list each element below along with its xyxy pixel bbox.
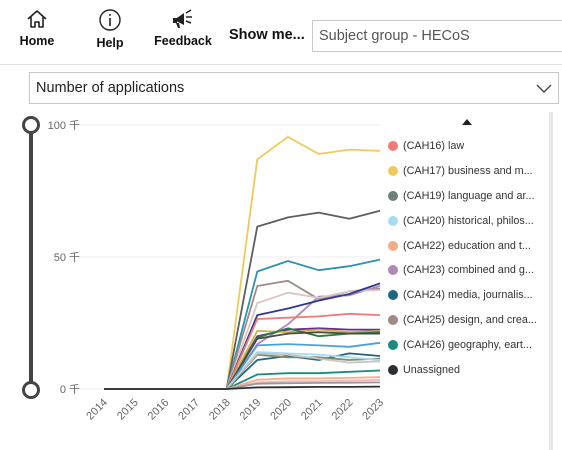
legend-label: Unassigned [403, 363, 461, 376]
legend-label: (CAH19) language and ar... [403, 189, 535, 202]
legend-item[interactable]: (CAH19) language and ar... [388, 184, 548, 209]
legend-color-dot [388, 141, 398, 152]
page-scrollbar[interactable] [549, 112, 553, 450]
series-line[interactable] [104, 385, 381, 390]
home-icon [27, 10, 47, 28]
legend-item[interactable]: (CAH22) education and t... [388, 233, 548, 258]
x-tick-label: 2015 [115, 397, 141, 423]
legend-label: (CAH20) historical, philos... [403, 214, 534, 227]
subject-group-placeholder: Subject group - HECoS [319, 28, 470, 44]
toolbar-divider [0, 64, 562, 65]
legend-item[interactable]: (CAH17) business and m... [388, 159, 548, 184]
help-button[interactable]: Help [88, 8, 132, 50]
legend-label: (CAH25) design, and crea... [403, 313, 537, 326]
x-tick-label: 2023 [360, 397, 386, 423]
legend-label: (CAH17) business and m... [403, 165, 533, 178]
x-tick-label: 2018 [207, 397, 233, 423]
range-slider-track[interactable] [29, 124, 33, 390]
legend-color-dot [388, 290, 398, 301]
y-tick-label: 50 千 [54, 251, 80, 264]
legend-item[interactable]: Unassigned [388, 357, 548, 382]
range-slider-bottom-handle[interactable] [22, 381, 40, 399]
info-icon [99, 9, 121, 31]
legend-color-dot [388, 166, 398, 177]
feedback-button[interactable]: Feedback [150, 8, 216, 48]
x-tick-label: 2014 [84, 397, 110, 423]
legend-item[interactable]: (CAH20) historical, philos... [388, 208, 548, 233]
x-tick-label: 2016 [146, 397, 172, 423]
legend-color-dot [388, 215, 398, 226]
y-tick-label: 0 千 [60, 383, 80, 396]
legend-label: (CAH26) geography, eart... [403, 338, 532, 351]
chart-legend: (CAH16) law (CAH17) business and m... (CAH… [388, 134, 548, 382]
subject-group-input[interactable]: Subject group - HECoS [312, 20, 562, 52]
legend-color-dot [388, 190, 398, 201]
legend-label: (CAH22) education and t... [403, 239, 531, 252]
x-tick-label: 2017 [176, 397, 202, 423]
legend-item[interactable]: (CAH24) media, journalis... [388, 283, 548, 308]
legend-label: (CAH24) media, journalis... [403, 289, 533, 302]
legend-item[interactable]: (CAH26) geography, eart... [388, 332, 548, 357]
legend-color-dot [388, 339, 398, 350]
x-tick-label: 2019 [238, 397, 264, 423]
measure-dropdown[interactable]: Number of applications [29, 72, 559, 104]
legend-color-dot [388, 240, 398, 251]
chevron-down-icon [536, 84, 552, 93]
help-label: Help [96, 36, 124, 50]
toolbar: Home Help Feedback Show me... Subject gr… [0, 0, 562, 64]
measure-selected-value: Number of applications [36, 80, 185, 96]
triangle-up-icon[interactable] [462, 119, 472, 125]
legend-label: (CAH23) combined and g... [403, 264, 534, 277]
legend-color-dot [388, 314, 398, 325]
chart-area: 0 千 50 千 100 千 2014 2015 2016 2017 2018 2019 2020… [0, 112, 562, 450]
legend-color-dot [388, 265, 398, 276]
legend-item[interactable]: (CAH25) design, and crea... [388, 308, 548, 333]
show-me-label: Show me... [229, 27, 305, 43]
line-chart: 0 千 50 千 100 千 2014 2015 2016 2017 2018 2019 2020… [48, 119, 387, 423]
home-label: Home [19, 34, 55, 48]
range-slider-top-handle[interactable] [22, 116, 40, 134]
legend-label: (CAH16) law [403, 140, 465, 153]
x-tick-label: 2021 [299, 397, 325, 423]
y-tick-label: 100 千 [48, 119, 80, 132]
legend-color-dot [388, 364, 398, 375]
x-tick-label: 2020 [268, 397, 294, 423]
legend-item[interactable]: (CAH16) law [388, 134, 548, 159]
home-button[interactable]: Home [14, 8, 60, 48]
x-tick-label: 2022 [330, 397, 356, 423]
feedback-megaphone-icon [173, 9, 192, 28]
legend-item[interactable]: (CAH23) combined and g... [388, 258, 548, 283]
feedback-label: Feedback [154, 34, 212, 48]
